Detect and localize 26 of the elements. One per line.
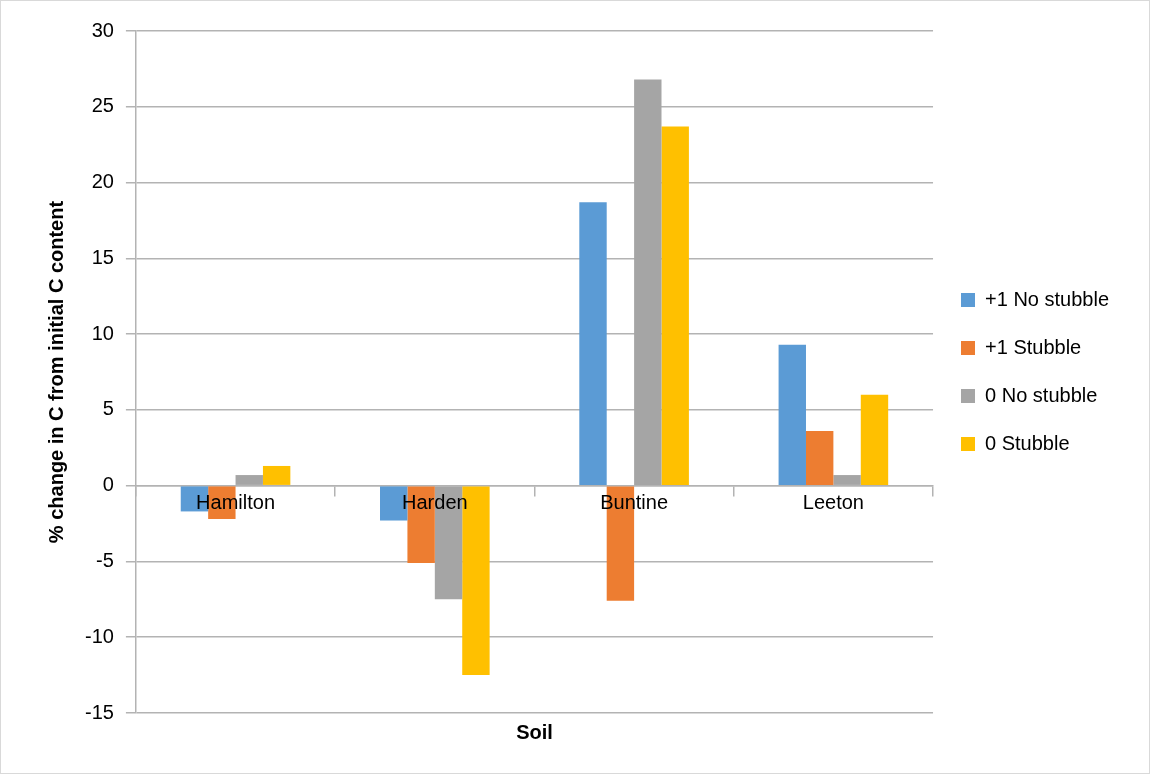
legend-label: +1 No stubble <box>985 287 1110 310</box>
bar <box>579 202 607 485</box>
bar <box>805 431 834 485</box>
x-tick-label: Leeton <box>802 491 864 514</box>
bar <box>235 475 263 485</box>
y-tick-label: 30 <box>91 18 114 41</box>
y-tick-label: 0 <box>102 473 114 496</box>
bar <box>833 475 861 485</box>
y-tick-label: 10 <box>91 321 114 344</box>
y-tick-label: 5 <box>102 397 114 420</box>
bar <box>778 344 806 485</box>
y-tick-label: -5 <box>96 548 114 571</box>
y-tick-label: 20 <box>91 170 114 193</box>
y-tick-label: -15 <box>85 700 114 723</box>
y-tick-label: -10 <box>85 624 114 647</box>
legend-label: +1 Stubble <box>985 335 1082 358</box>
y-axis-title: % change in C from initial C content <box>44 200 67 544</box>
bar <box>860 394 889 485</box>
bar <box>262 465 291 485</box>
bar <box>634 79 662 485</box>
bar <box>661 126 689 485</box>
y-tick-label: 25 <box>91 94 114 117</box>
legend-label: 0 No stubble <box>985 383 1098 406</box>
legend-label: 0 Stubble <box>985 431 1070 454</box>
x-axis-title: Soil <box>516 720 553 743</box>
y-tick-label: 15 <box>91 245 114 268</box>
